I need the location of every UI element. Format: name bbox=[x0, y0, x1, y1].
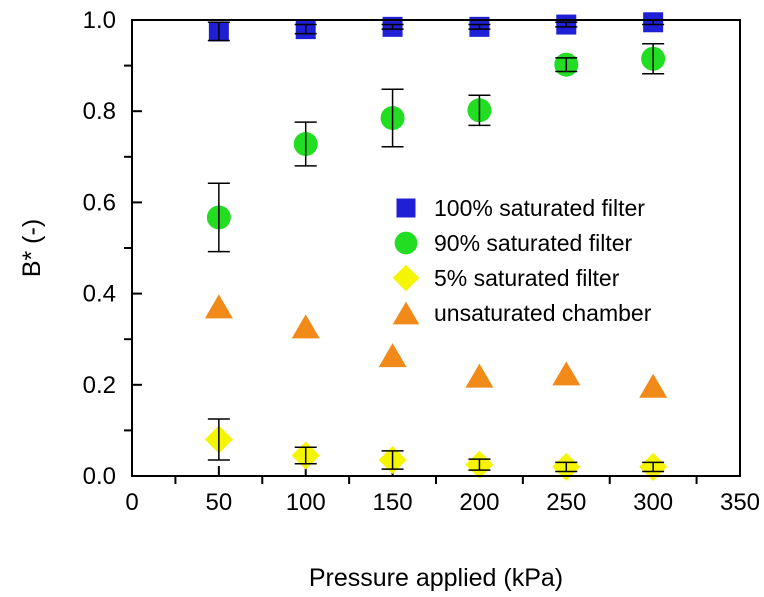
legend-item: unsaturated chamber bbox=[392, 300, 652, 326]
data-point bbox=[552, 361, 581, 386]
legend-marker bbox=[396, 198, 416, 218]
series-1 bbox=[206, 42, 666, 253]
legend-label: 90% saturated filter bbox=[434, 230, 633, 256]
y-axis-tick-labels: 0.0 0.2 0.4 0.6 0.8 1.0 bbox=[83, 7, 116, 490]
x-tick-label: 250 bbox=[546, 489, 586, 516]
legend-label: 5% saturated filter bbox=[434, 265, 620, 291]
x-axis-tick-labels: 0 50 100 150 200 250 300 350 bbox=[125, 489, 760, 516]
data-point bbox=[204, 294, 233, 319]
x-tick-label: 300 bbox=[633, 489, 673, 516]
series-0 bbox=[207, 12, 665, 42]
data-point bbox=[639, 373, 668, 398]
x-tick-label: 100 bbox=[286, 489, 326, 516]
legend-marker bbox=[392, 264, 420, 292]
legend: 100% saturated filter 90% saturated filte… bbox=[392, 195, 652, 326]
series-layer bbox=[204, 12, 668, 481]
legend-item: 100% saturated filter bbox=[396, 195, 645, 221]
data-point bbox=[465, 363, 494, 388]
legend-marker bbox=[392, 301, 420, 325]
legend-marker bbox=[394, 231, 418, 255]
y-tick-label: 0.4 bbox=[83, 281, 116, 308]
y-tick-label: 0.8 bbox=[83, 98, 116, 125]
legend-label: unsaturated chamber bbox=[434, 300, 652, 326]
data-point bbox=[291, 314, 320, 339]
legend-item: 5% saturated filter bbox=[392, 264, 620, 292]
y-tick-label: 0.6 bbox=[83, 189, 116, 216]
data-point bbox=[378, 343, 407, 368]
x-tick-label: 350 bbox=[720, 489, 760, 516]
x-tick-label: 150 bbox=[373, 489, 413, 516]
plot-frame bbox=[131, 19, 741, 477]
series-2 bbox=[204, 418, 668, 481]
legend-label: 100% saturated filter bbox=[434, 195, 645, 221]
legend-item: 90% saturated filter bbox=[394, 230, 633, 256]
y-tick-label: 0.2 bbox=[83, 372, 116, 399]
series-3 bbox=[204, 294, 668, 398]
y-tick-label: 1.0 bbox=[83, 7, 116, 34]
x-tick-label: 0 bbox=[125, 489, 138, 516]
x-tick-label: 50 bbox=[206, 489, 233, 516]
x-axis-label: Pressure applied (kPa) bbox=[309, 564, 563, 592]
y-axis-ticks bbox=[124, 19, 142, 477]
x-tick-label: 200 bbox=[459, 489, 499, 516]
y-axis-label: B* (-) bbox=[18, 219, 46, 277]
y-tick-label: 0.0 bbox=[83, 463, 116, 490]
